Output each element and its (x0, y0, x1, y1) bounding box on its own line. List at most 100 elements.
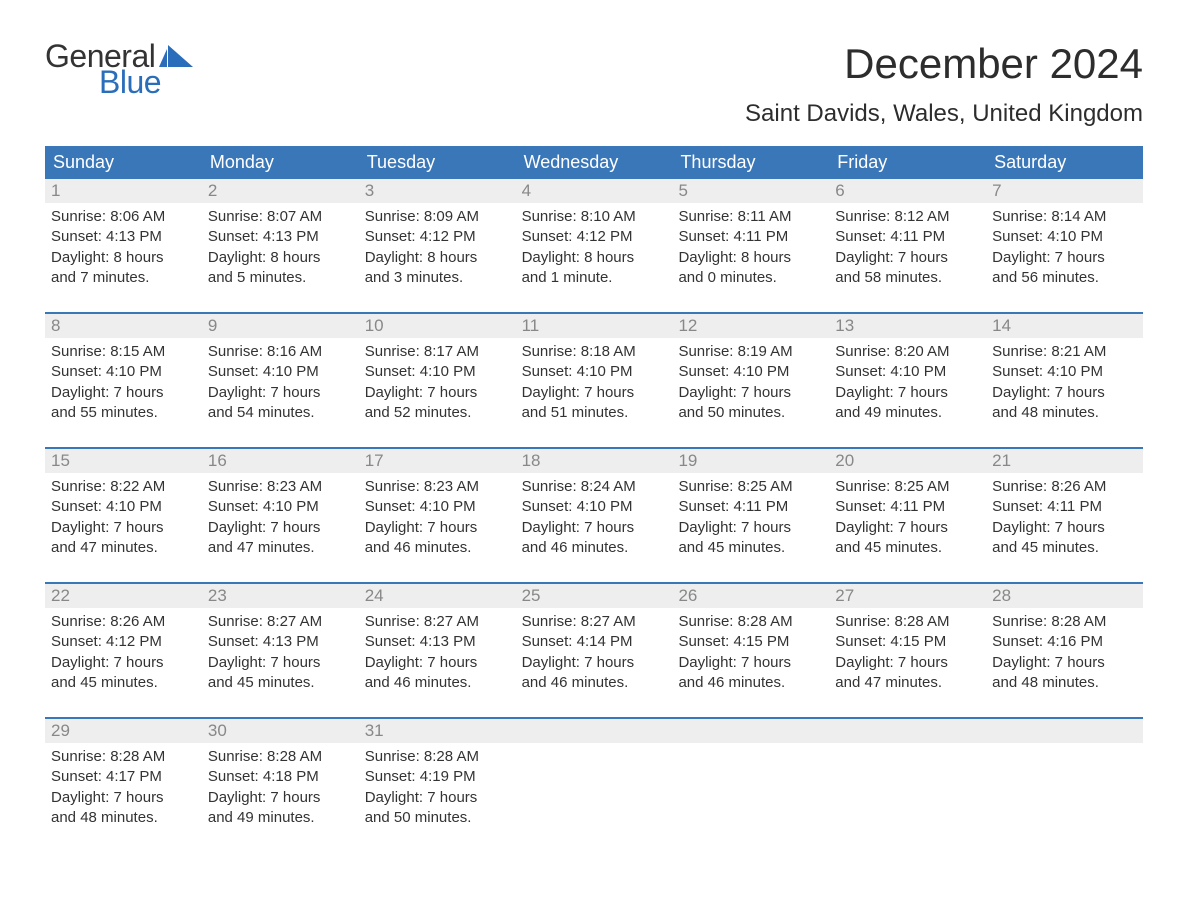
daydata-cell: Sunrise: 8:07 AMSunset: 4:13 PMDaylight:… (202, 203, 359, 290)
day-header-cell: Wednesday (516, 146, 673, 179)
day-line-ss: Sunset: 4:10 PM (208, 362, 353, 382)
daydata-cell: Sunrise: 8:27 AMSunset: 4:13 PMDaylight:… (359, 608, 516, 695)
daydata-row: Sunrise: 8:26 AMSunset: 4:12 PMDaylight:… (45, 608, 1143, 695)
daynum-cell: 15 (45, 449, 202, 473)
day-header-cell: Friday (829, 146, 986, 179)
daydata-cell: Sunrise: 8:22 AMSunset: 4:10 PMDaylight:… (45, 473, 202, 560)
day-line-sr: Sunrise: 8:10 AM (522, 207, 667, 227)
day-line-d2: and 48 minutes. (51, 808, 196, 828)
day-line-sr: Sunrise: 8:15 AM (51, 342, 196, 362)
day-line-ss: Sunset: 4:15 PM (835, 632, 980, 652)
daynum-cell: 27 (829, 584, 986, 608)
day-line-d1: Daylight: 7 hours (208, 518, 353, 538)
daydata-cell: Sunrise: 8:28 AMSunset: 4:15 PMDaylight:… (829, 608, 986, 695)
day-line-sr: Sunrise: 8:28 AM (365, 747, 510, 767)
day-line-sr: Sunrise: 8:25 AM (678, 477, 823, 497)
daynum-cell: 24 (359, 584, 516, 608)
daynum-cell: 10 (359, 314, 516, 338)
day-line-d1: Daylight: 7 hours (365, 518, 510, 538)
day-header-cell: Thursday (672, 146, 829, 179)
daydata-cell: Sunrise: 8:09 AMSunset: 4:12 PMDaylight:… (359, 203, 516, 290)
day-line-sr: Sunrise: 8:14 AM (992, 207, 1137, 227)
day-line-sr: Sunrise: 8:20 AM (835, 342, 980, 362)
day-line-ss: Sunset: 4:16 PM (992, 632, 1137, 652)
day-header-cell: Monday (202, 146, 359, 179)
daydata-cell: Sunrise: 8:23 AMSunset: 4:10 PMDaylight:… (359, 473, 516, 560)
daynum-cell: 12 (672, 314, 829, 338)
day-header-cell: Saturday (986, 146, 1143, 179)
daydata-cell: Sunrise: 8:23 AMSunset: 4:10 PMDaylight:… (202, 473, 359, 560)
daynum-cell: 13 (829, 314, 986, 338)
daynum-cell: 23 (202, 584, 359, 608)
daydata-row: Sunrise: 8:28 AMSunset: 4:17 PMDaylight:… (45, 743, 1143, 830)
day-line-d1: Daylight: 7 hours (678, 383, 823, 403)
day-line-d1: Daylight: 7 hours (835, 383, 980, 403)
day-line-d1: Daylight: 7 hours (208, 788, 353, 808)
day-line-sr: Sunrise: 8:16 AM (208, 342, 353, 362)
location-subtitle: Saint Davids, Wales, United Kingdom (745, 100, 1143, 128)
header: General Blue December 2024 Saint Davids,… (45, 40, 1143, 128)
daydata-cell (986, 743, 1143, 830)
daydata-cell: Sunrise: 8:15 AMSunset: 4:10 PMDaylight:… (45, 338, 202, 425)
day-line-d2: and 55 minutes. (51, 403, 196, 423)
day-line-ss: Sunset: 4:10 PM (51, 362, 196, 382)
day-line-ss: Sunset: 4:10 PM (522, 362, 667, 382)
day-line-sr: Sunrise: 8:23 AM (208, 477, 353, 497)
daynum-cell: 19 (672, 449, 829, 473)
daynum-cell: 18 (516, 449, 673, 473)
day-line-sr: Sunrise: 8:25 AM (835, 477, 980, 497)
daydata-cell: Sunrise: 8:19 AMSunset: 4:10 PMDaylight:… (672, 338, 829, 425)
day-line-d1: Daylight: 7 hours (992, 653, 1137, 673)
day-line-ss: Sunset: 4:13 PM (208, 227, 353, 247)
day-line-d1: Daylight: 7 hours (992, 518, 1137, 538)
day-line-sr: Sunrise: 8:06 AM (51, 207, 196, 227)
daydata-cell: Sunrise: 8:25 AMSunset: 4:11 PMDaylight:… (829, 473, 986, 560)
day-line-d2: and 48 minutes. (992, 673, 1137, 693)
daynum-cell: 11 (516, 314, 673, 338)
day-line-d2: and 49 minutes. (835, 403, 980, 423)
day-line-d1: Daylight: 7 hours (208, 653, 353, 673)
day-line-d2: and 3 minutes. (365, 268, 510, 288)
day-line-sr: Sunrise: 8:28 AM (992, 612, 1137, 632)
day-line-ss: Sunset: 4:19 PM (365, 767, 510, 787)
day-line-ss: Sunset: 4:10 PM (365, 362, 510, 382)
daydata-cell: Sunrise: 8:11 AMSunset: 4:11 PMDaylight:… (672, 203, 829, 290)
day-line-ss: Sunset: 4:12 PM (51, 632, 196, 652)
day-line-d2: and 58 minutes. (835, 268, 980, 288)
day-line-d1: Daylight: 7 hours (835, 518, 980, 538)
day-line-ss: Sunset: 4:10 PM (522, 497, 667, 517)
day-line-d2: and 47 minutes. (208, 538, 353, 558)
day-line-sr: Sunrise: 8:21 AM (992, 342, 1137, 362)
day-line-d2: and 52 minutes. (365, 403, 510, 423)
daynum-cell: 8 (45, 314, 202, 338)
daynum-cell: 28 (986, 584, 1143, 608)
daynum-cell: 25 (516, 584, 673, 608)
day-line-d1: Daylight: 8 hours (522, 248, 667, 268)
day-line-ss: Sunset: 4:11 PM (992, 497, 1137, 517)
day-line-d1: Daylight: 8 hours (365, 248, 510, 268)
daynum-cell (516, 719, 673, 743)
daynum-cell: 5 (672, 179, 829, 203)
day-line-ss: Sunset: 4:13 PM (365, 632, 510, 652)
day-line-sr: Sunrise: 8:07 AM (208, 207, 353, 227)
day-line-ss: Sunset: 4:10 PM (835, 362, 980, 382)
day-line-ss: Sunset: 4:14 PM (522, 632, 667, 652)
day-line-d1: Daylight: 7 hours (992, 383, 1137, 403)
day-line-sr: Sunrise: 8:12 AM (835, 207, 980, 227)
daydata-cell: Sunrise: 8:14 AMSunset: 4:10 PMDaylight:… (986, 203, 1143, 290)
day-line-ss: Sunset: 4:10 PM (992, 227, 1137, 247)
day-line-sr: Sunrise: 8:28 AM (678, 612, 823, 632)
day-line-d1: Daylight: 7 hours (835, 248, 980, 268)
day-line-d2: and 47 minutes. (51, 538, 196, 558)
daydata-row: Sunrise: 8:15 AMSunset: 4:10 PMDaylight:… (45, 338, 1143, 425)
week-block: 891011121314Sunrise: 8:15 AMSunset: 4:10… (45, 312, 1143, 425)
daynum-cell: 31 (359, 719, 516, 743)
day-line-ss: Sunset: 4:13 PM (51, 227, 196, 247)
day-line-d1: Daylight: 7 hours (522, 653, 667, 673)
week-block: 1234567Sunrise: 8:06 AMSunset: 4:13 PMDa… (45, 179, 1143, 290)
day-line-d2: and 45 minutes. (678, 538, 823, 558)
day-line-d2: and 46 minutes. (678, 673, 823, 693)
day-line-sr: Sunrise: 8:22 AM (51, 477, 196, 497)
day-line-sr: Sunrise: 8:24 AM (522, 477, 667, 497)
day-line-d2: and 56 minutes. (992, 268, 1137, 288)
